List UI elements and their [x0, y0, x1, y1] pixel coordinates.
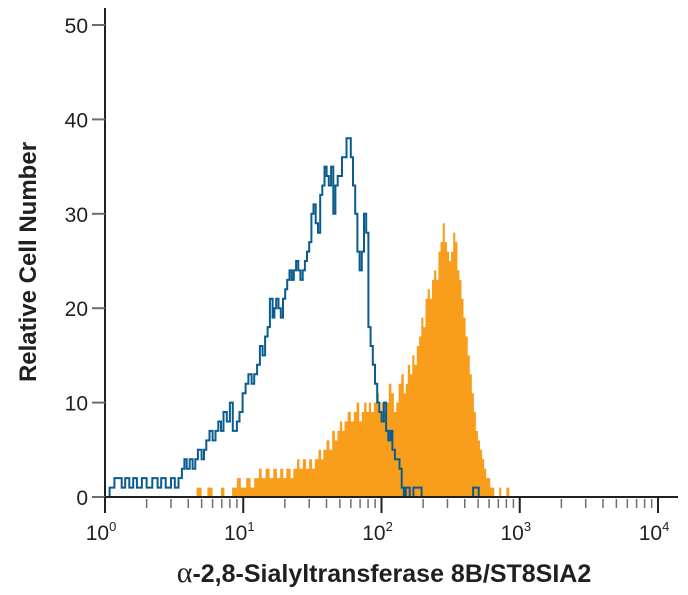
alpha-symbol: α [177, 556, 193, 589]
y-tick-label: 10 [65, 393, 88, 416]
y-axis-label: Relative Cell Number [15, 142, 42, 382]
y-tick-label: 20 [65, 298, 88, 321]
x-ticks: 100 101 102 103 104 [86, 497, 670, 545]
x-axis-label: α-2,8-Sialyltransferase 8B/ST8SIA2 [177, 556, 592, 589]
x-minor-ticks [145, 499, 653, 508]
y-tick-label: 30 [65, 204, 88, 227]
axes: 0 10 20 30 40 50 100 101 102 103 104 [65, 8, 678, 545]
x-tick-label: 101 [224, 519, 255, 545]
y-ticks: 0 10 20 30 40 50 [65, 15, 105, 510]
x-tick-label: 100 [86, 519, 117, 545]
x-axis-label-text: -2,8-Sialyltransferase 8B/ST8SIA2 [192, 560, 591, 588]
y-tick-label: 0 [76, 487, 88, 510]
x-tick-label: 102 [362, 519, 393, 545]
y-tick-label: 50 [65, 15, 88, 38]
isotype-histogram-outline [108, 137, 480, 498]
x-tick-label: 104 [639, 519, 670, 545]
antibody-histogram-filled [196, 223, 510, 497]
x-tick-label: 103 [500, 519, 531, 545]
y-tick-label: 40 [65, 109, 88, 132]
plot-area [108, 137, 510, 498]
